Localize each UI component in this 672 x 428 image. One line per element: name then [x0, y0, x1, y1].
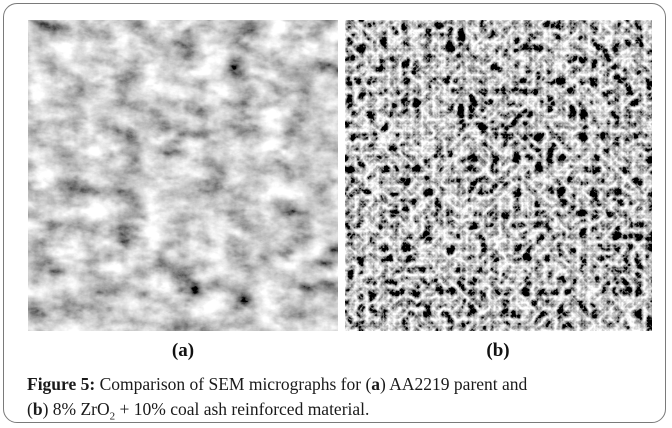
caption-text: Comparison of SEM micrographs for ( — [100, 374, 372, 394]
caption-text: a — [371, 374, 380, 394]
panel-label: (a) — [153, 340, 213, 362]
caption-label: Figure 5: — [27, 374, 95, 394]
page: {"figure": { "panels": [{"label": "(a)"}… — [0, 0, 672, 428]
caption-text: b — [33, 399, 43, 419]
caption-text: ) 8% ZrO — [43, 399, 110, 419]
panel-label: (b) — [468, 340, 528, 362]
figure-caption: Figure 5: Comparison of SEM micrographs … — [27, 372, 653, 422]
sem-image-a — [28, 20, 338, 331]
caption-text: ) AA2219 parent and — [380, 374, 527, 394]
caption-text: + 10% coal ash reinforced material. — [115, 399, 369, 419]
sem-image-b — [345, 20, 652, 331]
